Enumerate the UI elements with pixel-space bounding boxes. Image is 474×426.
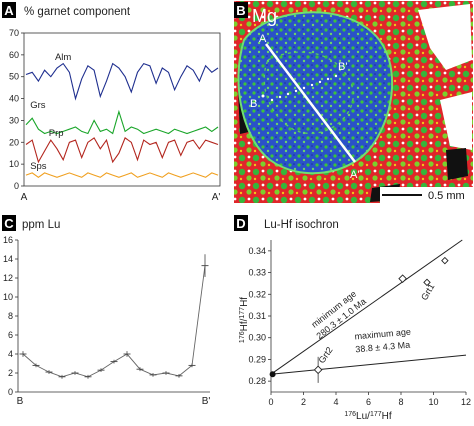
panel-c-letter: C bbox=[4, 216, 14, 231]
panel-c-right-label: B' bbox=[202, 396, 211, 407]
panel-d-ytick-label: 0.28 bbox=[248, 376, 266, 386]
panel-c-ytick-label: 14 bbox=[3, 254, 13, 264]
panel-a-letter: A bbox=[4, 3, 14, 18]
isochron-maximum-age bbox=[270, 354, 467, 375]
grt2-label: Grt2 bbox=[316, 345, 334, 365]
panel-a-right-label: A' bbox=[212, 192, 221, 203]
panel-b-letter: B bbox=[236, 3, 245, 18]
panel-a-title: % garnet component bbox=[24, 6, 131, 18]
profile-line-a bbox=[265, 43, 356, 163]
panel-c-ytick-label: 2 bbox=[8, 368, 13, 378]
panel-d-xtick-label: 8 bbox=[398, 397, 403, 407]
panel-d: D Lu-Hf isochron 0 2 4 6 8 10 12 0.28 0.29 0.30 0.… bbox=[234, 215, 471, 422]
panel-a-ytick-label: 20 bbox=[9, 137, 19, 147]
panel-a-ytick-label: 70 bbox=[9, 28, 19, 38]
panel-d-isochrons bbox=[270, 239, 467, 375]
panel-d-axes: 0 2 4 6 8 10 12 0.28 0.29 0.30 0.31 0.32 0.33 0.34 bbox=[248, 240, 471, 407]
panel-c-letter-box bbox=[2, 215, 16, 231]
panel-d-xtick-label: 12 bbox=[461, 397, 471, 407]
isochron-point-grt2 bbox=[313, 365, 323, 375]
panel-c-ytick-label: 4 bbox=[8, 349, 13, 359]
map-label-b-prime: B' bbox=[338, 61, 347, 73]
panel-d-ytick-label: 0.33 bbox=[248, 268, 266, 278]
map-label-a: A bbox=[259, 33, 267, 45]
profile-line-b bbox=[270, 74, 338, 102]
panel-d-xtick-label: 10 bbox=[428, 397, 438, 407]
panel-c-ytick-label: 6 bbox=[8, 330, 13, 340]
series-line-alm bbox=[25, 62, 219, 101]
panel-c-axes: 0 2 4 6 8 10 12 14 16 bbox=[3, 235, 210, 397]
panel-b-letter-box bbox=[234, 2, 248, 18]
panel-d-ytick-label: 0.30 bbox=[248, 333, 266, 343]
panel-d-ytick-label: 0.32 bbox=[248, 289, 266, 299]
series-line-sps bbox=[25, 172, 219, 178]
scalebar-background bbox=[380, 187, 473, 203]
panel-d-ylabel: 176Hf/177Hf bbox=[239, 297, 251, 343]
series-line-grs bbox=[25, 109, 219, 135]
grt1-label: Grt1 bbox=[419, 282, 436, 302]
panel-d-letter: D bbox=[236, 216, 245, 231]
series-label-prp: Prp bbox=[49, 128, 64, 139]
panel-a-axes: 0 10 20 30 40 50 60 70 bbox=[9, 28, 221, 191]
series-line-prp bbox=[25, 137, 219, 164]
panel-d-title: Lu-Hf isochron bbox=[264, 219, 339, 231]
panel-c-ytick-label: 10 bbox=[3, 292, 13, 302]
map-label-b: B bbox=[250, 98, 257, 110]
isochron-point-wr bbox=[269, 371, 276, 378]
panel-a-left-label: A bbox=[21, 192, 28, 203]
panel-d-xlabel: 176Lu/177Hf bbox=[344, 411, 392, 423]
map-label-a-prime: A' bbox=[350, 169, 359, 181]
isochron-point bbox=[441, 256, 449, 265]
panel-a-ytick-label: 10 bbox=[9, 159, 19, 169]
panel-a-ytick-label: 60 bbox=[9, 50, 19, 60]
scalebar-label: 0.5 mm bbox=[428, 190, 465, 202]
panel-d-points bbox=[269, 256, 449, 383]
panel-d-xtick-label: 2 bbox=[301, 397, 306, 407]
panel-a-ytick-label: 50 bbox=[9, 72, 19, 82]
isochron-point-grt1 bbox=[398, 274, 407, 283]
isochron-point bbox=[423, 278, 431, 287]
panel-c-ytick-label: 0 bbox=[8, 387, 13, 397]
panel-a-ytick-label: 0 bbox=[14, 181, 19, 191]
panel-a-plot-frame bbox=[23, 32, 221, 187]
series-label-alm: Alm bbox=[55, 52, 71, 63]
panel-c-title: ppm Lu bbox=[22, 219, 60, 231]
panel-a-ytick-label: 30 bbox=[9, 115, 19, 125]
panel-d-letter-box bbox=[234, 215, 248, 231]
panel-d-xtick-label: 6 bbox=[366, 397, 371, 407]
panel-b: B Mg A B B' A' 0.5 mm bbox=[234, 1, 473, 203]
panel-a-series: Alm Grs Prp Sps bbox=[25, 52, 219, 178]
panel-b-element: Mg bbox=[252, 6, 277, 26]
isochron-minimum-age bbox=[270, 239, 463, 375]
panel-d-xtick-label: 0 bbox=[268, 397, 273, 407]
panel-d-ytick-label: 0.34 bbox=[248, 246, 266, 256]
panel-d-xtick-label: 4 bbox=[333, 397, 338, 407]
panel-a-ytick-label: 40 bbox=[9, 94, 19, 104]
panel-c-ytick-label: 12 bbox=[3, 273, 13, 283]
panel-c-ytick-label: 8 bbox=[8, 311, 13, 321]
max-age-value: 38.8 ± 4.3 Ma bbox=[355, 340, 411, 355]
profile-b-point bbox=[261, 94, 265, 98]
panel-d-ytick-label: 0.29 bbox=[248, 354, 266, 364]
panel-a: A % garnet component 0 10 20 30 40 50 60 70 Alm… bbox=[2, 2, 221, 203]
panel-c-ytick-label: 16 bbox=[3, 235, 13, 245]
panel-a-letter-box bbox=[2, 2, 16, 18]
series-label-grs: Grs bbox=[30, 100, 46, 111]
panel-d-ytick-label: 0.31 bbox=[248, 311, 266, 321]
panel-c-left-label: B bbox=[17, 396, 24, 407]
mg-map-image bbox=[234, 1, 473, 203]
panel-c-series bbox=[19, 254, 209, 379]
series-label-sps: Sps bbox=[30, 161, 47, 172]
panel-c: C ppm Lu 0 2 4 6 8 10 12 14 16 B B' bbox=[2, 215, 210, 407]
max-age-label: maximum age bbox=[354, 327, 411, 342]
